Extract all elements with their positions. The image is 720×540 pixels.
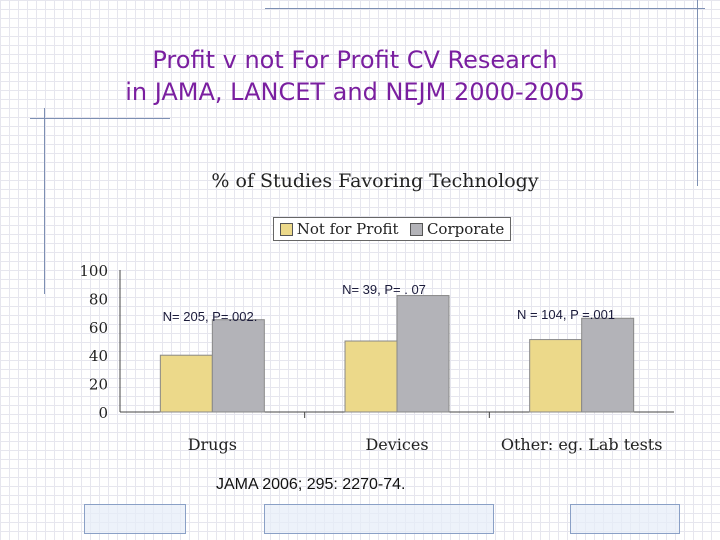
bar-1-1 [396,295,450,413]
decor-left-line [44,108,45,294]
bar-1-2 [581,317,635,413]
bar-1-0 [211,319,265,413]
x-tick-label-0: Drugs [188,435,237,454]
slide-title: Profit v not For Profit CV Research in J… [0,44,710,108]
decor-right-line [697,0,698,186]
chart-title: % of Studies Favoring Technology [211,170,539,192]
annotation-1: N= 39, P= . 07 [342,282,426,297]
decor-bottom-box-1 [84,504,186,534]
decor-top-line [265,8,705,9]
y-tick-label-2: 40 [89,347,108,365]
citation: JAMA 2006; 295: 2270-74. [216,476,406,493]
bar-0-2 [529,339,583,413]
y-tick-label-3: 60 [89,319,108,337]
annotation-0: N= 205, P=.002. [163,309,258,324]
legend-swatch-corporate [409,222,423,236]
decor-bottom-box-2 [264,504,494,534]
decor-bottom-box-3 [570,504,680,534]
decor-left-hline [30,118,170,119]
y-tick-label-5: 100 [79,262,108,280]
legend-swatch-not-for-profit [279,222,293,236]
chart-legend: Not for Profit Corporate [273,217,511,241]
slide-title-line2: in JAMA, LANCET and NEJM 2000-2005 [125,78,585,106]
slide-title-line1: Profit v not For Profit CV Research [152,46,558,74]
annotation-2: N = 104, P =.001 [517,307,615,322]
legend-label-not-for-profit: Not for Profit [296,220,399,238]
x-tick-label-1: Devices [365,435,428,454]
legend-label-corporate: Corporate [426,220,505,238]
y-tick-label-1: 20 [89,376,108,394]
y-tick-label-0: 0 [98,404,108,422]
bar-0-1 [344,340,398,413]
legend-item-corporate: Corporate [409,220,505,238]
y-tick-label-4: 80 [89,290,108,308]
legend-item-not-for-profit: Not for Profit [279,220,399,238]
x-tick-label-2: Other: eg. Lab tests [501,435,663,454]
bar-0-0 [159,354,213,413]
